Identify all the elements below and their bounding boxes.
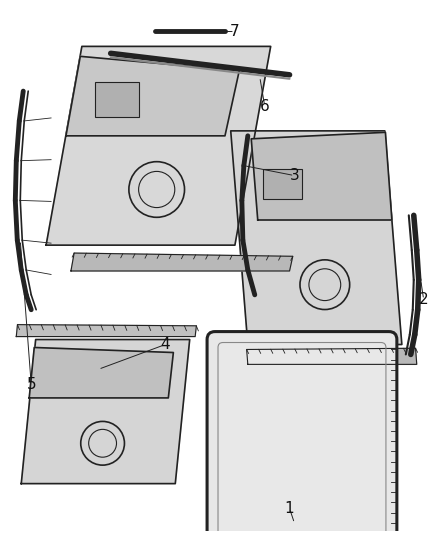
Polygon shape [29,348,173,398]
Polygon shape [247,348,417,365]
Polygon shape [231,131,402,344]
Polygon shape [251,132,392,220]
Polygon shape [66,56,239,136]
Text: 3: 3 [290,168,300,183]
FancyBboxPatch shape [207,332,397,533]
Text: 7: 7 [230,24,240,39]
Text: 6: 6 [260,99,269,114]
Polygon shape [21,340,190,483]
Polygon shape [16,325,196,336]
Bar [263,169,303,199]
Text: 5: 5 [26,377,36,392]
Text: 4: 4 [161,337,170,352]
Text: 1: 1 [285,501,294,516]
Polygon shape [71,253,293,271]
Polygon shape [46,46,271,245]
Text: 2: 2 [419,292,428,308]
Bar [95,82,139,117]
